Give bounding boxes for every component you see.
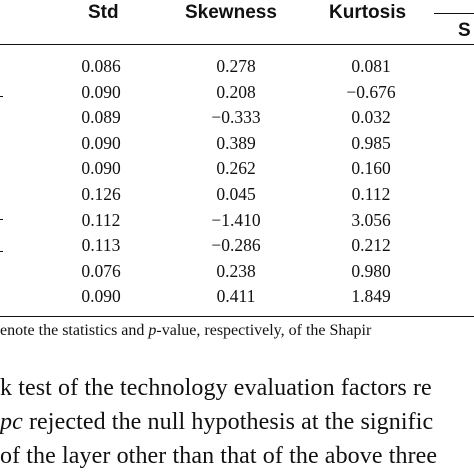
header-kurtosis: Kurtosis <box>329 2 407 23</box>
cell-skewness: 0.389 <box>216 132 256 153</box>
cell-kurtosis: 0.160 <box>351 158 391 179</box>
table-footnote: enote the statistics and p-value, respec… <box>0 322 371 340</box>
cell-kurtosis: −0.676 <box>346 81 396 102</box>
table-bottom-rule <box>0 316 474 317</box>
cell-std: 0.113 <box>81 235 121 256</box>
cell-skewness: 0.208 <box>216 81 256 102</box>
footnote-text-2: -value, respectively, of the Shapir <box>156 322 372 339</box>
header-partial-rule <box>434 13 474 14</box>
cell-kurtosis: 0.032 <box>351 107 391 128</box>
cell-skewness: −0.333 <box>211 107 261 128</box>
cell-kurtosis: 0.212 <box>351 235 391 256</box>
cell-kurtosis: 0.985 <box>351 132 391 153</box>
cell-std: 0.076 <box>81 260 121 281</box>
cell-kurtosis: 0.081 <box>351 56 391 76</box>
cell-skewness: 0.278 <box>216 56 256 76</box>
cell-skewness: 0.411 <box>216 286 256 307</box>
cell-std: 0.126 <box>81 184 121 204</box>
cell-kurtosis: 0.112 <box>351 184 391 204</box>
cell-std: 0.112 <box>81 209 121 230</box>
footnote-p-italic: p <box>148 322 157 339</box>
header-skewness: Skewness <box>185 2 277 23</box>
header-partial-s: S <box>458 20 471 41</box>
header-std: Std <box>88 2 119 23</box>
cell-std: 0.090 <box>81 81 121 102</box>
cell-std: 0.089 <box>81 107 121 128</box>
cell-std: 0.090 <box>81 286 121 307</box>
body-line-2-text: rejected the null hypothesis at the sign… <box>22 409 434 435</box>
cell-kurtosis: 1.849 <box>351 286 391 307</box>
cell-skewness: 0.262 <box>216 158 256 179</box>
cell-skewness: 0.045 <box>216 184 256 204</box>
cell-kurtosis: 3.056 <box>351 209 391 230</box>
cell-std: 0.090 <box>81 132 121 153</box>
body-line-3: of the layer other than that of the abov… <box>0 443 438 469</box>
body-pc-italic: pc <box>0 409 23 435</box>
cell-skewness: −1.410 <box>211 209 261 230</box>
cell-skewness: 0.238 <box>216 260 256 281</box>
body-line-2: pc rejected the null hypothesis at the s… <box>0 409 433 436</box>
cell-kurtosis: 0.980 <box>351 260 391 281</box>
row-marker <box>0 96 3 97</box>
header-bottom-rule <box>0 44 474 45</box>
body-line-1: k test of the technology evaluation fact… <box>0 375 432 401</box>
cell-skewness: −0.286 <box>211 235 261 256</box>
cell-std: 0.090 <box>81 158 121 179</box>
cell-std: 0.086 <box>81 56 121 76</box>
footnote-text-1: enote the statistics and <box>0 322 149 339</box>
row-marker <box>0 219 3 220</box>
row-marker <box>0 251 3 252</box>
